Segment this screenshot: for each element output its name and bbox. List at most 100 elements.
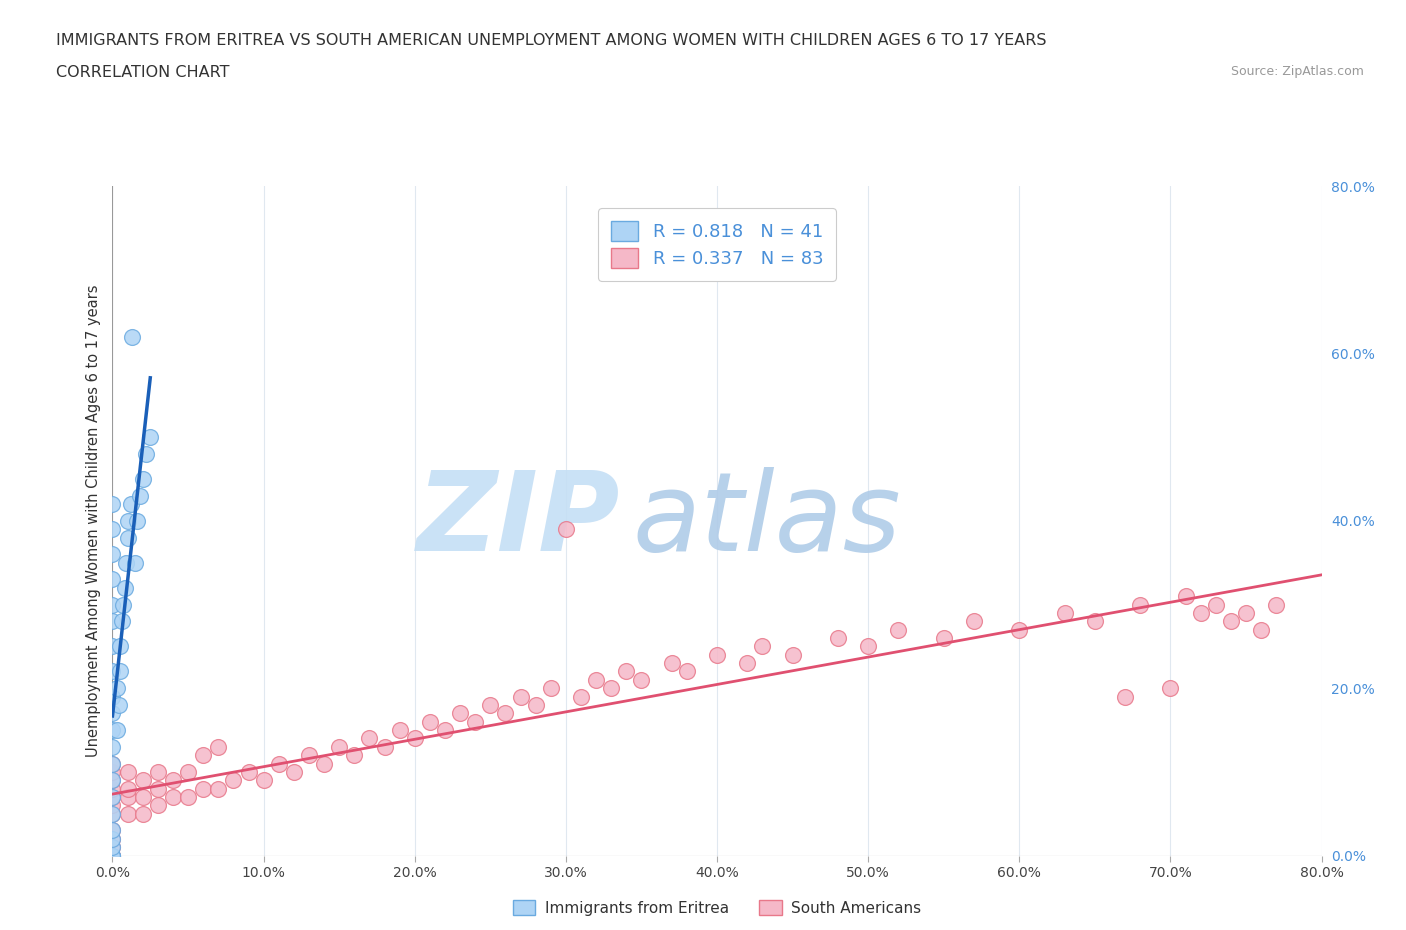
Point [706,647,728,662]
Point [1265,597,1288,612]
Point [298,748,321,763]
Point [107,698,129,712]
Point [117,790,139,804]
Point [267,756,290,771]
Text: ZIP: ZIP [416,467,620,575]
Text: CORRELATION CHART: CORRELATION CHART [56,65,229,80]
Point [125,513,148,528]
Point [1220,614,1243,629]
Point [101,831,124,846]
Point [675,664,697,679]
Point [1159,681,1181,696]
Point [117,781,139,796]
Point [464,714,486,729]
Point [101,840,124,855]
Point [132,773,155,788]
Point [751,639,773,654]
Point [117,806,139,821]
Point [419,714,441,729]
Point [101,773,124,788]
Point [146,781,169,796]
Point [1189,605,1212,620]
Point [1129,597,1152,612]
Point [524,698,547,712]
Point [101,848,124,863]
Point [101,790,124,804]
Point [146,798,169,813]
Point [509,689,531,704]
Point [101,848,124,863]
Point [540,681,562,696]
Point [105,681,128,696]
Point [374,739,396,754]
Point [162,773,184,788]
Point [101,823,124,838]
Text: atlas: atlas [633,467,901,575]
Point [101,756,124,771]
Point [479,698,502,712]
Point [105,723,128,737]
Point [117,530,139,545]
Point [283,764,305,779]
Point [177,790,200,804]
Point [132,790,155,804]
Point [120,497,142,512]
Point [101,706,124,721]
Point [963,614,986,629]
Point [124,555,146,570]
Point [135,446,157,461]
Point [569,689,592,704]
Point [343,748,366,763]
Point [495,706,517,721]
Point [101,639,124,654]
Point [101,597,124,612]
Point [117,764,139,779]
Point [191,748,214,763]
Point [782,647,804,662]
Point [253,773,276,788]
Text: Source: ZipAtlas.com: Source: ZipAtlas.com [1230,65,1364,78]
Point [101,739,124,754]
Point [554,522,576,537]
Point [115,555,138,570]
Point [887,622,910,637]
Point [404,731,426,746]
Legend: Immigrants from Eritrea, South Americans: Immigrants from Eritrea, South Americans [506,894,928,922]
Point [1250,622,1272,637]
Point [101,614,124,629]
Point [108,664,131,679]
Point [101,823,124,838]
Point [101,806,124,821]
Point [1053,605,1076,620]
Point [101,831,124,846]
Point [207,739,229,754]
Point [600,681,623,696]
Point [1234,605,1257,620]
Point [101,848,124,863]
Point [101,689,124,704]
Point [101,798,124,813]
Point [128,488,150,503]
Text: IMMIGRANTS FROM ERITREA VS SOUTH AMERICAN UNEMPLOYMENT AMONG WOMEN WITH CHILDREN: IMMIGRANTS FROM ERITREA VS SOUTH AMERICA… [56,33,1046,47]
Point [101,756,124,771]
Point [328,739,350,754]
Point [101,572,124,587]
Point [117,513,139,528]
Point [101,547,124,562]
Point [139,430,162,445]
Point [359,731,381,746]
Point [222,773,245,788]
Point [101,764,124,779]
Point [146,764,169,779]
Point [238,764,260,779]
Point [112,597,135,612]
Point [132,806,155,821]
Point [630,672,652,687]
Point [110,614,132,629]
Point [101,781,124,796]
Point [388,723,411,737]
Point [449,706,471,721]
Point [101,790,124,804]
Point [932,631,955,645]
Point [101,497,124,512]
